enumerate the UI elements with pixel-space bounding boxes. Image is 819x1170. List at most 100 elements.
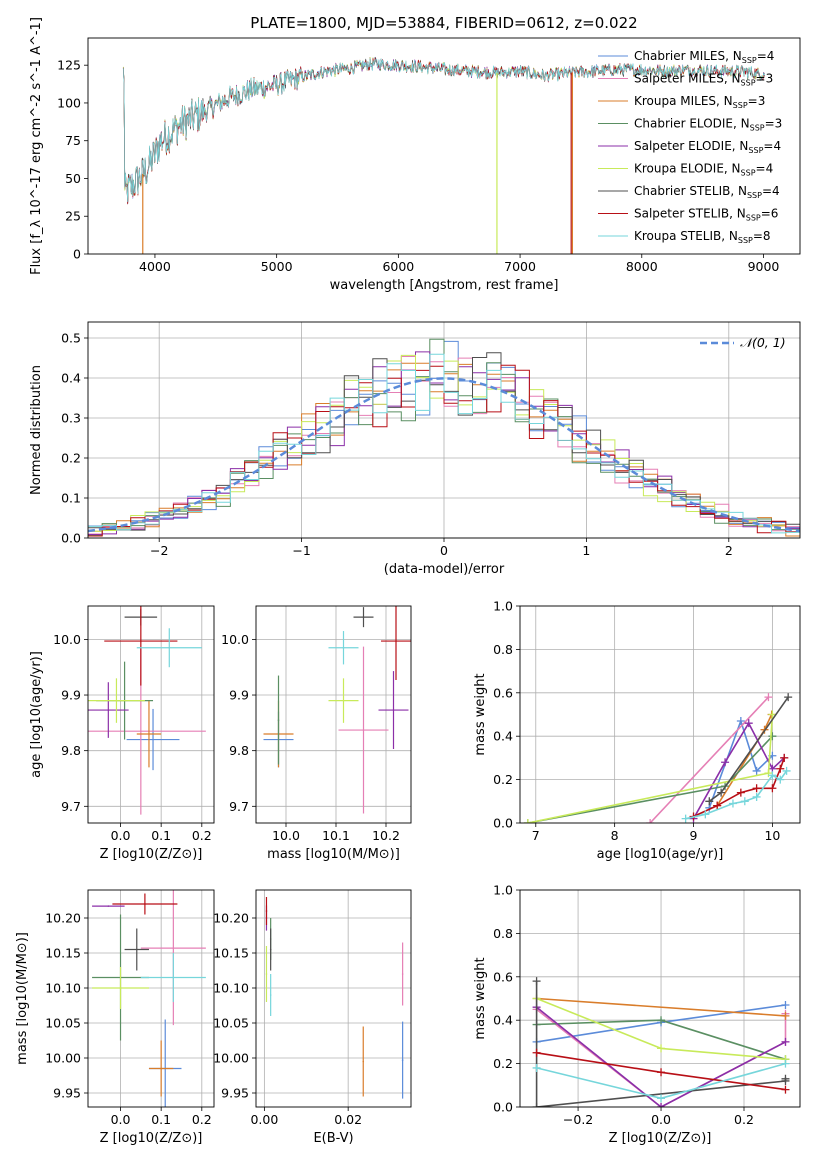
point-kroupa-elodie bbox=[115, 699, 118, 702]
y-tick-label: 0.0 bbox=[493, 1100, 513, 1115]
y-tick-label: 0.0 bbox=[61, 531, 81, 546]
weight-marker-kroupa-stelib bbox=[701, 810, 710, 819]
legend-subscript: SSP bbox=[742, 56, 757, 65]
plot-area bbox=[88, 338, 800, 537]
y-tick-label: 10.05 bbox=[45, 1016, 81, 1031]
y-tick-label: 9.9 bbox=[229, 688, 249, 703]
y-tick-label: 10.00 bbox=[213, 1051, 249, 1066]
spectrum-legend: Chabrier MILES, NSSP=4 Salpeter MILES, NS… bbox=[598, 49, 782, 245]
y-tick-label: 25 bbox=[65, 209, 81, 224]
weight-marker-salpeter-elodie bbox=[781, 1037, 790, 1046]
weight-marker-kroupa-stelib bbox=[752, 792, 761, 801]
y-tick-label: 10.15 bbox=[45, 946, 81, 961]
y-tick-label: 9.8 bbox=[61, 743, 81, 758]
y-tick-label: 10.20 bbox=[213, 911, 249, 926]
x-axis-label: mass [log10(M/M⊙)] bbox=[267, 847, 400, 862]
weight-marker-chabrier-stelib bbox=[784, 693, 793, 702]
legend-value: =3 bbox=[765, 117, 783, 131]
weight-marker-salpeter-stelib bbox=[736, 788, 745, 797]
point-salpeter-elodie bbox=[107, 709, 110, 711]
point-salpeter-miles bbox=[362, 729, 365, 731]
y-tick-label: 0.0 bbox=[493, 816, 513, 831]
weight-marker-salpeter-stelib bbox=[776, 764, 785, 773]
y-tick-label: 10.00 bbox=[45, 1051, 81, 1066]
x-tick-label: 10.1 bbox=[322, 828, 350, 843]
x-axis-label: Z [log10(Z/Z⊙)] bbox=[100, 847, 203, 862]
y-tick-label: 0.4 bbox=[61, 371, 81, 386]
weight-line-salpeter-elodie bbox=[536, 1006, 786, 1107]
plot-area bbox=[532, 977, 790, 1107]
weight-marker-chabrier-miles bbox=[752, 766, 761, 775]
weight-marker-salpeter-stelib bbox=[780, 753, 789, 762]
axes-frame bbox=[255, 889, 412, 1108]
y-tick-label: 50 bbox=[65, 171, 81, 186]
x-tick-label: 10 bbox=[764, 828, 780, 843]
weight-marker-salpeter-stelib bbox=[532, 1048, 541, 1057]
x-tick-label: 0.2 bbox=[734, 1112, 754, 1127]
point-salpeter-stelib bbox=[140, 640, 142, 642]
weight-marker-chabrier-stelib bbox=[781, 1074, 790, 1083]
x-tick-label: 0.0 bbox=[111, 1112, 131, 1127]
legend-subscript: SSP bbox=[741, 169, 756, 178]
legend-subscript: SSP bbox=[750, 124, 765, 133]
point-chabrier-stelib bbox=[135, 948, 138, 951]
weight-marker-chabrier-stelib bbox=[532, 1103, 541, 1107]
x-tick-label: 5000 bbox=[261, 259, 293, 274]
figure-title: PLATE=1800, MJD=53884, FIBERID=0612, z=0… bbox=[250, 14, 637, 32]
x-tick-label: 8000 bbox=[626, 259, 658, 274]
x-tick-label: −1 bbox=[292, 543, 310, 558]
x-tick-label: 10.0 bbox=[272, 828, 300, 843]
point-chabrier-stelib bbox=[362, 616, 365, 618]
point-salpeter-stelib bbox=[395, 640, 397, 642]
y-tick-label: 0.6 bbox=[493, 685, 513, 700]
panel-mass-vs-Z: 0.0 0.1 0.2 9.95 10.00 10.05 10.10 10.15 10.20 Z … bbox=[15, 889, 215, 1146]
weight-marker-chabrier-stelib bbox=[532, 977, 541, 986]
point-kroupa-miles bbox=[148, 733, 150, 735]
x-tick-label: 0.00 bbox=[250, 1112, 278, 1127]
y-tick-label: 10.10 bbox=[45, 981, 81, 996]
weight-marker-chabrier-elodie bbox=[768, 732, 777, 741]
x-axis-label: wavelength [Angstrom, rest frame] bbox=[330, 278, 559, 293]
legend-value: =8 bbox=[753, 229, 771, 243]
weight-marker-chabrier-elodie bbox=[657, 1016, 666, 1025]
y-tick-label: 0.4 bbox=[493, 1013, 513, 1028]
point-kroupa-miles bbox=[160, 1067, 162, 1070]
legend-value: =3 bbox=[748, 94, 766, 108]
panel-age-vs-Z: 0.0 0.1 0.2 9.7 9.8 9.9 10.0 Z [log10(Z/Z⊙)] age… bbox=[29, 605, 215, 862]
y-tick-label: 9.95 bbox=[221, 1086, 249, 1101]
y-tick-label: 9.7 bbox=[229, 799, 249, 814]
point-kroupa-stelib bbox=[172, 976, 175, 979]
y-tick-label: 0.8 bbox=[493, 926, 513, 941]
y-axis-label: mass weight bbox=[473, 673, 488, 755]
x-tick-label: 4000 bbox=[139, 259, 171, 274]
plot-area bbox=[523, 693, 793, 823]
legend-value: =4 bbox=[763, 139, 781, 153]
y-axis-label: Flux [f_λ 10^-17 erg cm^-2 s^-1 A^-1] bbox=[29, 17, 44, 275]
x-tick-label: 9 bbox=[690, 828, 698, 843]
weight-marker-kroupa-stelib bbox=[657, 1094, 666, 1103]
legend-label-kroupa-stelib: Kroupa STELIB, NSSP=8 bbox=[634, 229, 771, 245]
x-tick-label: −0.2 bbox=[563, 1112, 593, 1127]
legend-label-kroupa-miles: Kroupa MILES, NSSP=3 bbox=[634, 94, 765, 110]
legend-value: =4 bbox=[757, 49, 775, 63]
weight-marker-kroupa-elodie bbox=[657, 1044, 666, 1053]
y-tick-label: 1.0 bbox=[493, 883, 513, 898]
legend-label-kroupa-elodie: Kroupa ELODIE, NSSP=4 bbox=[634, 162, 773, 178]
point-salpeter-miles bbox=[401, 973, 404, 975]
legend-value: =3 bbox=[756, 72, 774, 86]
y-tick-label: 0.5 bbox=[61, 331, 81, 346]
x-tick-label: 7 bbox=[532, 828, 540, 843]
weight-marker-salpeter-elodie bbox=[744, 719, 753, 728]
weight-marker-kroupa-stelib bbox=[776, 775, 785, 784]
x-tick-label: 0.0 bbox=[651, 1112, 671, 1127]
point-chabrier-miles bbox=[401, 1059, 404, 1061]
plot-area bbox=[88, 606, 206, 815]
legend-label-chabrier-stelib: Chabrier STELIB, NSSP=4 bbox=[634, 184, 780, 200]
weight-marker-salpeter-elodie bbox=[657, 1103, 666, 1107]
y-tick-label: 0.3 bbox=[61, 411, 81, 426]
x-axis-label: Z [log10(Z/Z⊙)] bbox=[609, 1131, 712, 1146]
weight-marker-kroupa-stelib bbox=[768, 771, 777, 780]
plot-area bbox=[122, 56, 765, 254]
point-kroupa-stelib bbox=[168, 646, 171, 649]
y-tick-label: 10.15 bbox=[213, 946, 249, 961]
